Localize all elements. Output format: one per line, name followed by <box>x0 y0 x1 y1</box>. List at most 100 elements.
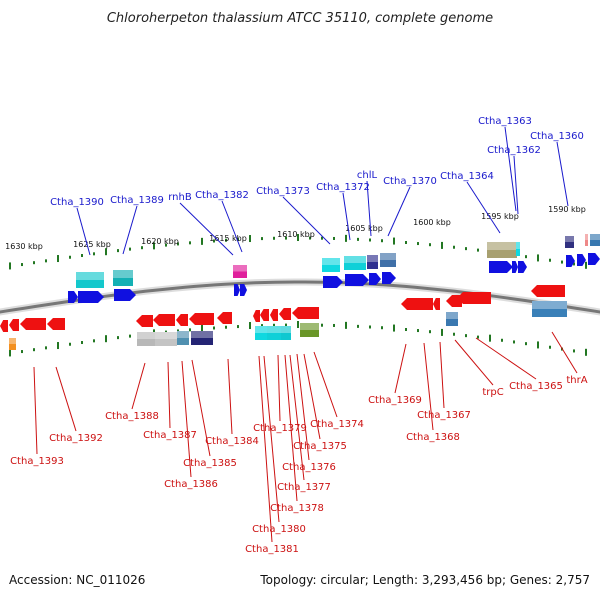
feature-box-shine <box>9 338 16 344</box>
leader-line <box>179 202 234 256</box>
feature-box-shine <box>281 326 291 333</box>
feature-box <box>367 255 378 269</box>
leader-line <box>504 126 517 212</box>
tick-mark <box>285 236 287 240</box>
tick-mark <box>69 255 71 259</box>
tick-mark <box>93 339 95 343</box>
leader-line <box>277 354 281 422</box>
gene-label: Ctha_1369 <box>368 395 422 406</box>
leader-line <box>227 358 233 435</box>
gene-arrow <box>369 273 381 285</box>
tick-mark <box>21 350 23 354</box>
feature-box-shine <box>155 332 177 339</box>
gene-label: Ctha_1389 <box>110 195 164 206</box>
gene-arrow <box>433 298 440 310</box>
leader-line <box>181 360 192 478</box>
tick-mark <box>69 342 71 346</box>
leader-line <box>263 355 280 523</box>
gene-arrow <box>217 312 232 324</box>
tick-mark <box>249 235 251 243</box>
feature-box <box>322 258 340 272</box>
feature-box-shine <box>300 323 319 330</box>
tick-mark <box>117 336 119 340</box>
accession-label: Accession: NC_011026 <box>9 573 146 587</box>
leader-line <box>131 362 146 410</box>
gene-arrow <box>153 314 175 326</box>
leader-line <box>191 359 211 457</box>
leader-line <box>122 205 138 255</box>
tick-mark <box>261 237 263 241</box>
leader-line <box>513 155 519 215</box>
gene-arrow <box>47 318 65 330</box>
tick-mark <box>573 262 575 266</box>
tick-mark <box>201 237 203 245</box>
tick-mark <box>129 247 131 251</box>
tick-mark <box>309 236 311 240</box>
tick-mark <box>225 238 227 242</box>
tick-mark <box>201 324 203 332</box>
feature-box <box>300 323 319 337</box>
leader-line <box>55 366 77 432</box>
feature-box-shine <box>267 326 281 333</box>
scale-tick-label: 1600 kbp <box>413 218 451 227</box>
leader-line <box>394 343 407 394</box>
tick-mark <box>549 345 551 349</box>
tick-mark <box>525 342 527 346</box>
feature-box <box>137 332 155 346</box>
gene-features <box>0 234 600 350</box>
gene-arrow <box>234 284 240 296</box>
tick-mark <box>357 324 359 328</box>
tick-mark <box>237 238 239 242</box>
gene-label: trpC <box>482 387 503 398</box>
gene-label: Ctha_1376 <box>282 462 336 473</box>
tick-mark <box>21 263 23 267</box>
leader-line <box>342 192 351 241</box>
gene-arrow <box>78 291 104 303</box>
leader-line <box>366 180 372 237</box>
gene-label: Ctha_1387 <box>143 430 197 441</box>
leader-line <box>387 186 411 237</box>
gene-arrow <box>382 272 396 284</box>
gene-label: Ctha_1386 <box>164 479 218 490</box>
scale-tick-labels: 1630 kbp 1625 kbp 1620 kbp 1615 kbp 1610 kbp… <box>5 205 586 251</box>
gene-label: Ctha_1379 <box>253 423 307 434</box>
tick-mark <box>585 261 587 269</box>
tick-mark <box>561 260 563 264</box>
tick-mark <box>513 340 515 344</box>
tick-mark <box>45 259 47 263</box>
tick-mark <box>177 242 179 246</box>
gene-label: Ctha_1367 <box>417 410 471 421</box>
leader-line <box>33 366 38 455</box>
gene-arrow <box>253 310 260 322</box>
gene-label: Ctha_1362 <box>487 145 541 156</box>
gene-label: Ctha_1393 <box>10 456 64 467</box>
tick-mark <box>585 348 587 356</box>
feature-box <box>267 326 281 340</box>
leader-line <box>551 331 578 374</box>
leader-line <box>466 181 501 234</box>
gene-arrow <box>531 285 565 297</box>
tick-mark <box>261 324 263 328</box>
tick-mark <box>525 255 527 259</box>
tick-mark <box>453 245 455 249</box>
tick-mark <box>429 330 431 334</box>
tick-mark <box>537 254 539 262</box>
leader-line <box>556 141 569 207</box>
tick-mark <box>117 249 119 253</box>
tick-mark <box>465 334 467 338</box>
leader-line <box>289 354 305 481</box>
leader-line <box>439 341 445 409</box>
gene-arrow <box>176 314 188 326</box>
feature-box <box>155 332 177 346</box>
tick-mark <box>285 323 287 327</box>
tick-mark <box>81 254 83 258</box>
feature-box <box>516 242 520 256</box>
gene-arrow <box>136 315 153 327</box>
tick-mark <box>297 321 299 329</box>
tick-mark <box>453 332 455 336</box>
gene-label: thrA <box>566 375 587 386</box>
feature-box <box>9 338 16 350</box>
tick-mark <box>501 338 503 342</box>
gene-label: Ctha_1380 <box>252 524 306 535</box>
gene-arrow <box>0 320 8 332</box>
